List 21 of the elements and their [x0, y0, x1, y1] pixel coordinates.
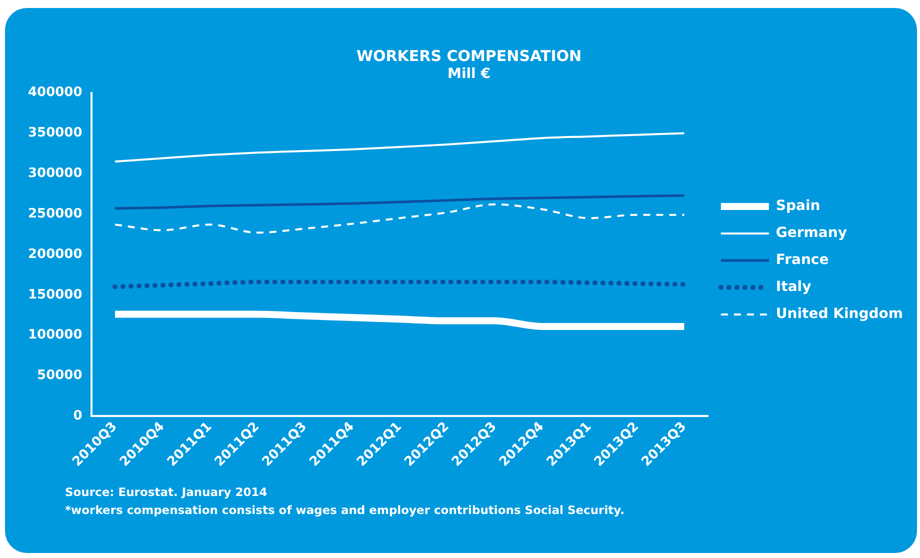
y-tick-label: 50000 [37, 368, 82, 384]
y-tick-label: 200000 [28, 246, 82, 262]
source-note: Source: Eurostat. January 2014 [65, 484, 268, 501]
y-tick-label: 0 [73, 408, 82, 424]
chart-subtitle: Mill € [448, 66, 490, 82]
line-series [114, 194, 686, 210]
y-tick-label: 250000 [28, 206, 82, 222]
line-series [114, 132, 686, 163]
chart-title: WORKERS COMPENSATION [356, 46, 582, 65]
legend-label: United Kingdom [776, 306, 904, 322]
y-tick-label: 300000 [28, 166, 82, 182]
y-tick-label: 100000 [28, 328, 82, 343]
legend-label: Spain [776, 198, 820, 214]
text: *workers compensation consists of wages and employer contributions Social Security. [65, 502, 624, 519]
legend-label: Germany [776, 225, 847, 242]
line-series [114, 203, 686, 234]
y-tick-label: 350000 [28, 126, 82, 141]
y-tick-label: 400000 [28, 85, 82, 100]
y-tick-label: 150000 [28, 287, 82, 302]
legend-label: Italy [776, 279, 812, 296]
legend-label: France [776, 252, 829, 268]
